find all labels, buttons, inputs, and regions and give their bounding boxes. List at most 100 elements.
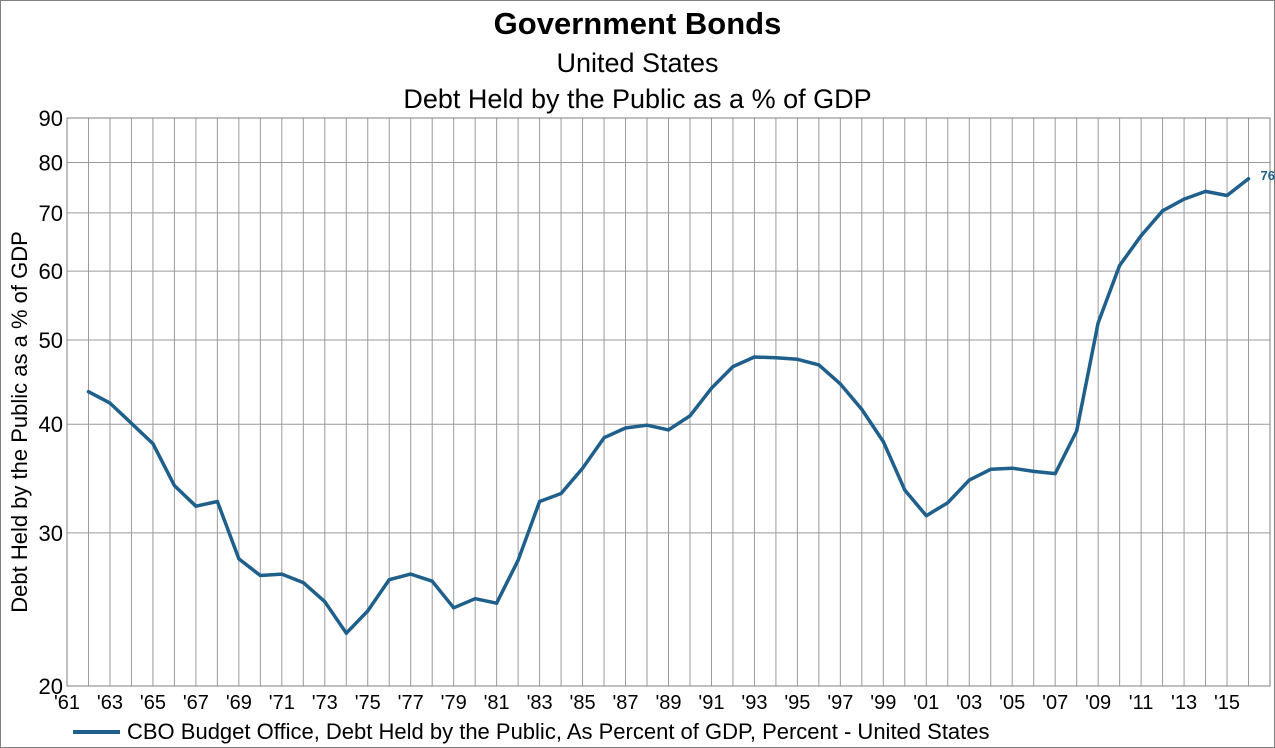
data-point: [344, 631, 348, 635]
data-point: [1032, 469, 1036, 474]
x-tick-label: '03: [956, 692, 982, 714]
y-tick-label: 40: [39, 412, 63, 437]
data-point: [709, 386, 714, 390]
data-point: [215, 499, 219, 504]
last-value-label: 76.62: [1261, 168, 1275, 183]
y-tick-label: 80: [39, 150, 63, 175]
data-point: [795, 357, 799, 361]
x-tick-label: '89: [655, 692, 681, 714]
chart-title: Government Bonds: [493, 6, 782, 41]
chart-subtitle-2: Debt Held by the Public as a % of GDP: [403, 84, 872, 114]
data-point: [1053, 471, 1057, 476]
data-point: [430, 579, 434, 583]
data-point: [989, 467, 993, 471]
horizontal-gridlines: [67, 161, 1270, 534]
data-point: [623, 426, 628, 430]
x-tick-label: '77: [398, 692, 424, 714]
data-point: [602, 436, 606, 440]
y-tick-label: 30: [39, 521, 63, 546]
x-tick-label: '07: [1042, 692, 1068, 714]
x-tick-label: '95: [784, 692, 810, 714]
x-tick-label: '61: [54, 692, 80, 714]
data-point: [666, 428, 671, 432]
data-point: [1182, 197, 1186, 201]
plot-area-border: [66, 117, 1271, 687]
x-tick-label: '83: [527, 692, 553, 714]
data-point: [86, 390, 91, 394]
data-point: [946, 501, 950, 505]
data-point: [1225, 193, 1229, 198]
y-tick-label: 70: [39, 201, 63, 226]
data-point: [258, 573, 262, 578]
legend: CBO Budget Office, Debt Held by the Publ…: [73, 718, 990, 746]
x-tick-label: '75: [355, 692, 381, 714]
data-point: [881, 440, 885, 444]
data-point: [280, 572, 284, 576]
data-point: [860, 407, 864, 412]
data-point: [1246, 177, 1251, 181]
x-tick-label: '97: [827, 692, 853, 714]
legend-label: CBO Budget Office, Debt Held by the Publ…: [127, 719, 990, 744]
y-tick-label: 20: [39, 674, 63, 699]
data-point: [516, 558, 520, 562]
data-point: [1096, 321, 1100, 325]
x-tick-label: '13: [1171, 692, 1197, 714]
data-point: [323, 600, 327, 604]
data-point: [237, 557, 241, 561]
x-tick-label: '67: [183, 692, 209, 714]
data-point: [366, 609, 370, 613]
data-point: [1118, 263, 1122, 268]
data-point: [731, 364, 735, 369]
data-point: [151, 442, 155, 446]
data-point: [559, 491, 563, 496]
y-tick-label: 50: [39, 328, 63, 353]
y-tick-label: 90: [39, 106, 63, 131]
x-tick-label: '85: [570, 692, 596, 714]
x-axis-ticks: '61 '63 '65 '67 '69 '71 '73 '75 '77 '79 '81 '83 '85 '…: [54, 692, 1240, 714]
x-tick-label: '93: [741, 692, 767, 714]
data-point: [129, 421, 134, 425]
x-tick-label: '81: [484, 692, 510, 714]
data-point: [817, 363, 821, 367]
data-point: [1075, 429, 1079, 433]
data-point: [688, 414, 692, 418]
data-point: [774, 356, 778, 360]
data-point: [1160, 209, 1165, 213]
x-tick-label: '05: [999, 692, 1025, 714]
data-point: [194, 504, 198, 508]
x-tick-label: '71: [269, 692, 295, 714]
x-tick-label: '65: [140, 692, 166, 714]
x-tick-label: '79: [441, 692, 467, 714]
data-point: [903, 488, 907, 492]
series-layer: [86, 177, 1251, 635]
data-point: [495, 601, 499, 605]
x-tick-label: '01: [913, 692, 939, 714]
x-tick-label: '91: [698, 692, 724, 714]
data-point: [387, 578, 391, 582]
chart-subtitle: United States: [556, 48, 719, 78]
x-tick-label: '87: [612, 692, 638, 714]
x-tick-label: '15: [1214, 692, 1240, 714]
vertical-gridlines: [87, 118, 1250, 686]
data-point: [580, 466, 585, 470]
y-axis-ticks: 20 30 40 50 60 70 80 90: [39, 106, 63, 699]
x-tick-label: '99: [870, 692, 896, 714]
x-tick-label: '63: [97, 692, 123, 714]
annotation-layer: 76.62: [1261, 168, 1275, 183]
data-point: [1203, 189, 1208, 194]
data-point: [1010, 466, 1014, 470]
y-tick-label: 60: [39, 259, 63, 284]
data-point: [108, 401, 112, 405]
data-point: [452, 606, 456, 610]
data-point: [538, 499, 542, 504]
data-point: [172, 484, 177, 488]
data-point: [645, 423, 649, 427]
data-point: [838, 382, 842, 386]
legend-swatch: [73, 730, 120, 734]
x-tick-label: '69: [226, 692, 252, 714]
x-tick-label: '11: [1129, 692, 1154, 714]
data-point: [752, 355, 757, 359]
data-point: [409, 572, 413, 576]
x-tick-label: '09: [1085, 692, 1111, 714]
